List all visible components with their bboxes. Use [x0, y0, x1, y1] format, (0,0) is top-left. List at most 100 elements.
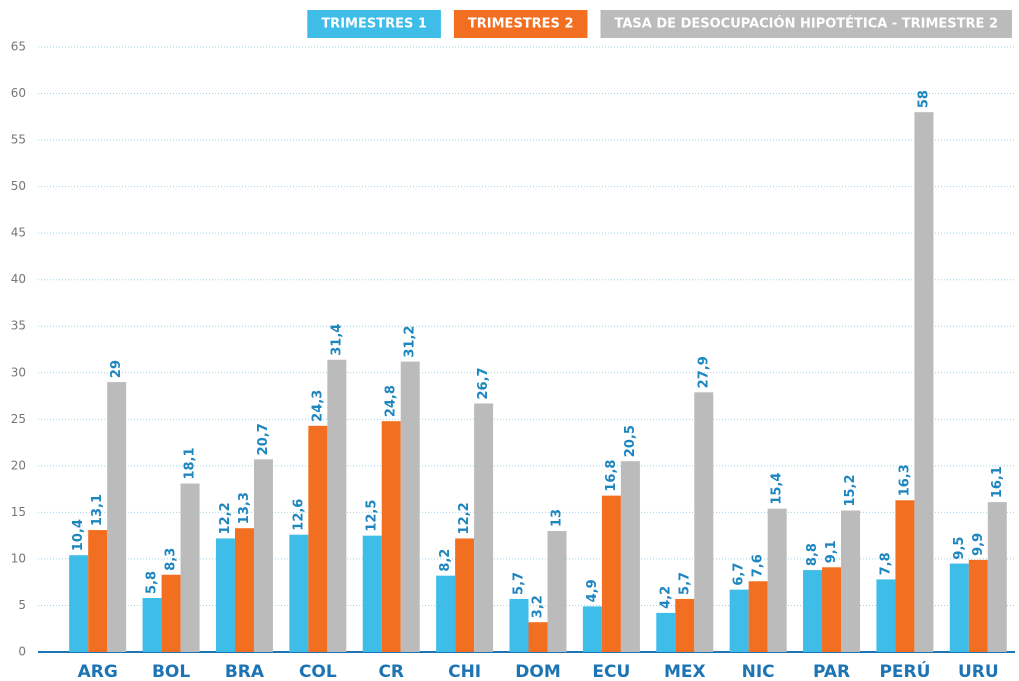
y-tick-label: 50	[11, 179, 26, 193]
data-label: 10,4	[71, 519, 86, 551]
data-label: 8,2	[438, 549, 453, 572]
bar	[436, 575, 456, 652]
data-label: 27,9	[696, 356, 711, 388]
bar	[234, 528, 254, 652]
bar	[601, 495, 621, 652]
bar	[215, 538, 235, 652]
data-label: 12,6	[291, 499, 306, 531]
legend-swatch	[453, 10, 588, 38]
bar	[822, 567, 842, 652]
bar	[400, 361, 420, 652]
data-label: 9,5	[952, 537, 967, 560]
bar	[509, 598, 529, 652]
data-label: 8,8	[805, 543, 820, 566]
bar	[968, 559, 988, 652]
data-label: 31,4	[329, 324, 344, 356]
data-label: 3,2	[531, 595, 546, 618]
x-tick-label: MEX	[664, 662, 706, 681]
bar	[767, 508, 787, 652]
legend-label: TRIMESTRES 2	[468, 17, 574, 32]
x-tick-label: PERÚ	[879, 660, 930, 681]
bar	[729, 589, 749, 652]
bar	[107, 382, 127, 652]
data-label: 24,8	[384, 385, 399, 417]
x-tick-label: BRA	[225, 662, 265, 681]
data-label: 5,8	[145, 571, 160, 594]
x-tick-label: ECU	[592, 662, 630, 681]
y-tick-label: 25	[11, 412, 26, 426]
bar	[180, 483, 200, 652]
y-tick-label: 15	[11, 505, 26, 519]
data-label: 7,6	[751, 554, 766, 577]
bar	[987, 502, 1007, 652]
data-label: 8,3	[164, 548, 179, 571]
bar	[161, 574, 181, 652]
bar	[289, 534, 309, 652]
data-label: 13	[550, 509, 565, 527]
x-tick-label: CHI	[448, 662, 481, 681]
y-tick-label: 55	[11, 133, 26, 147]
data-label: 31,2	[403, 326, 418, 358]
y-tick-label: 5	[18, 598, 26, 612]
bar	[582, 606, 602, 652]
bar	[803, 570, 823, 652]
bar	[748, 581, 768, 652]
bar	[327, 359, 347, 652]
bar	[620, 461, 640, 652]
x-tick-label: COL	[299, 662, 337, 681]
y-tick-label: 45	[11, 226, 26, 240]
data-label: 29	[109, 360, 124, 378]
bar	[949, 563, 969, 652]
data-label: 13,1	[90, 494, 105, 526]
bar	[547, 531, 567, 652]
data-label: 20,5	[623, 425, 638, 457]
data-label: 9,9	[971, 533, 986, 556]
legend-label: TASA DE DESOCUPACIÓN HIPOTÉTICA - TRIMES…	[615, 16, 999, 32]
data-label: 26,7	[476, 367, 491, 399]
bar	[455, 538, 475, 652]
bar	[381, 421, 401, 652]
data-label: 6,7	[732, 563, 747, 586]
y-tick-label: 65	[11, 40, 26, 54]
bar	[895, 500, 915, 652]
y-tick-label: 35	[11, 319, 26, 333]
data-label: 7,8	[878, 552, 893, 575]
bar	[308, 425, 328, 652]
bar	[69, 555, 89, 652]
bar	[253, 459, 273, 652]
x-tick-label: DOM	[515, 662, 560, 681]
bar	[841, 510, 861, 652]
x-tick-label: PAR	[813, 662, 850, 681]
data-label: 12,2	[218, 502, 233, 534]
data-label: 9,1	[824, 540, 839, 563]
data-label: 4,9	[585, 579, 600, 602]
data-label: 16,8	[604, 460, 619, 492]
legend-swatch	[600, 10, 1012, 38]
bar	[876, 579, 896, 652]
bar	[914, 112, 934, 652]
x-tick-label: BOL	[152, 662, 190, 681]
y-tick-label: 0	[18, 645, 26, 659]
y-tick-label: 40	[11, 272, 26, 286]
bar	[474, 403, 494, 652]
data-label: 13,3	[237, 492, 252, 524]
x-tick-label: URU	[958, 662, 999, 681]
x-tick-label: ARG	[78, 662, 118, 681]
y-tick-label: 10	[11, 551, 26, 565]
x-tick-label: CR	[378, 662, 404, 681]
data-label: 58	[916, 90, 931, 108]
data-label: 16,1	[990, 466, 1005, 498]
y-tick-label: 60	[11, 86, 26, 100]
y-tick-label: 30	[11, 365, 26, 379]
data-label: 16,3	[897, 464, 912, 496]
bar	[528, 622, 548, 652]
bar	[675, 598, 695, 652]
data-label: 5,7	[512, 572, 527, 595]
bar	[656, 612, 676, 652]
data-label: 20,7	[256, 423, 271, 455]
bar	[362, 535, 382, 652]
data-label: 12,2	[457, 502, 472, 534]
data-label: 15,2	[843, 474, 858, 506]
data-label: 5,7	[677, 572, 692, 595]
y-tick-label: 20	[11, 458, 26, 472]
